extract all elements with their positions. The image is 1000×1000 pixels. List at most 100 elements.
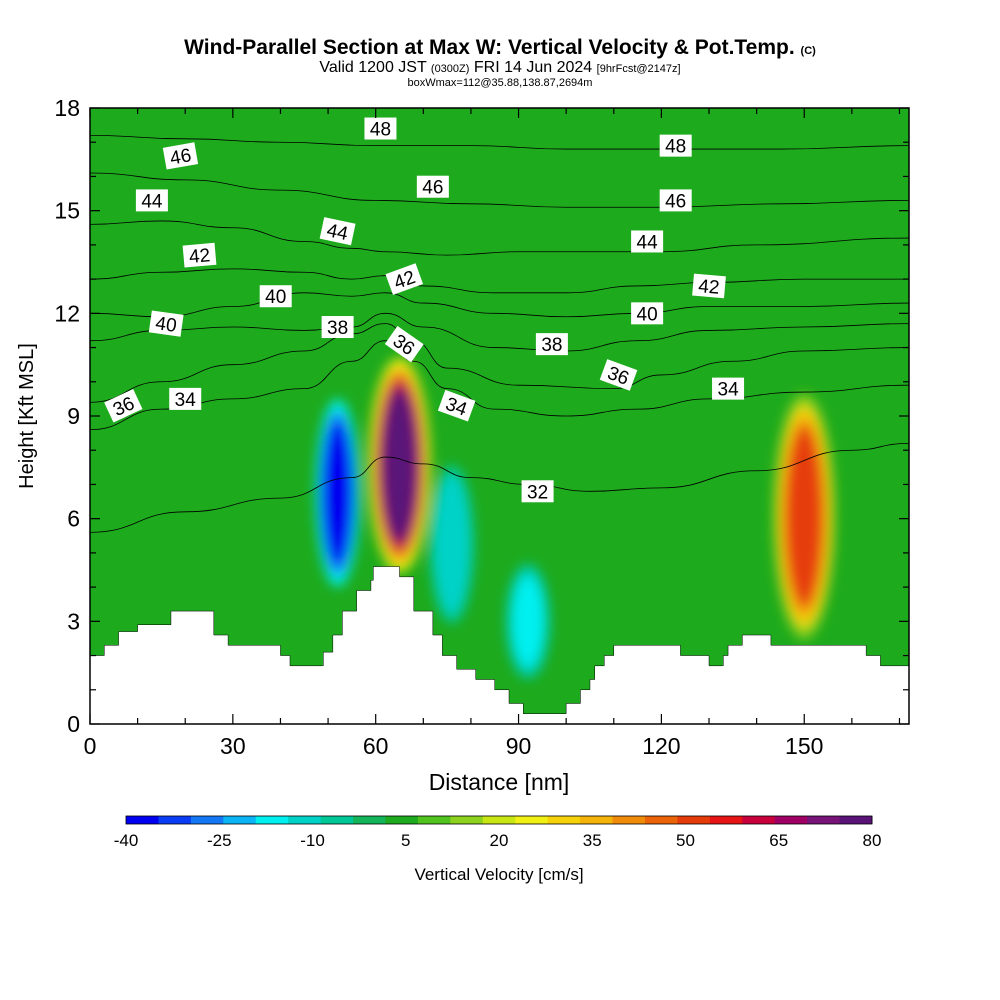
contour-label-text: 46 (665, 191, 686, 212)
x-tick-label: 90 (506, 733, 532, 759)
contour-label-box (319, 217, 356, 246)
colorbar-tick-label: -40 (114, 831, 139, 850)
valid-date: FRI 14 Jun 2024 (473, 59, 593, 76)
theta-contour-40 (90, 292, 909, 318)
contour-label-box (631, 302, 664, 325)
colorbar-swatch (450, 816, 484, 824)
contour-label-46: 46 (659, 189, 692, 212)
terrain-mask (90, 566, 909, 724)
colorbar-swatch (353, 816, 386, 824)
chart-title: Wind-Parallel Section at Max W: Vertical… (0, 36, 1000, 60)
colorbar-swatch (774, 816, 808, 824)
colorbar: -40 -25 -10 5 20 35 50 65 80 (114, 815, 882, 850)
contour-label-text: 40 (154, 313, 178, 337)
colorbar-swatch (482, 816, 516, 824)
colorbar-swatch (547, 816, 581, 824)
x-tick-label: 0 (84, 733, 97, 759)
contour-label-box (259, 285, 292, 308)
contour-label-38: 38 (535, 333, 568, 356)
contour-label-42: 42 (182, 242, 217, 268)
contour-label-box (416, 175, 449, 198)
contour-label-text: 38 (327, 318, 348, 339)
colorbar-tick-label: -10 (300, 831, 325, 850)
y-tick-label: 18 (54, 95, 80, 121)
contour-label-text: 48 (370, 120, 391, 141)
colorbar-swatch (807, 816, 841, 824)
colorbar-swatch (288, 816, 322, 824)
colorbar-swatch (223, 816, 257, 824)
y-tick-label: 9 (67, 403, 80, 429)
colorbar-swatch (385, 816, 419, 824)
forecast-info: [9hrFcst@2147z] (596, 63, 681, 75)
contour-label-48: 48 (364, 117, 397, 141)
contour-label-40: 40 (259, 285, 292, 308)
theta-contour-42 (90, 268, 909, 294)
colorbar-swatch (612, 816, 646, 824)
contour-label-text: 40 (265, 287, 286, 308)
contour-label-box (364, 117, 397, 140)
contour-label-44: 44 (631, 230, 664, 253)
contour-label-text: 44 (637, 232, 659, 253)
contour-label-34: 34 (712, 377, 745, 401)
theta-contour-38 (90, 312, 909, 352)
contour-label-box (631, 230, 664, 253)
colorbar-swatch (417, 816, 451, 824)
colorbar-tick-label: 65 (769, 831, 788, 850)
contour-label-box (148, 310, 184, 337)
colorbar-swatch (158, 816, 192, 824)
valid-time-line: Valid 1200 JST (0300Z) FRI 14 Jun 2024 [… (0, 60, 1000, 77)
contour-label-38: 38 (321, 316, 354, 339)
colorbar-tick-label: 5 (401, 831, 410, 850)
colorbar-tick-label: 35 (583, 831, 602, 850)
contour-label-40: 40 (148, 310, 184, 337)
contour-label-32: 32 (521, 480, 554, 503)
colorbar-frame (125, 815, 873, 825)
colorbar-tick-label: -25 (207, 831, 232, 850)
contour-label-text: 34 (175, 390, 197, 411)
contour-label-text: 40 (637, 304, 658, 325)
contour-label-box (659, 189, 692, 212)
contour-label-box (321, 316, 354, 339)
downdraft-cell-0-level-2 (322, 420, 353, 566)
contour-label-text: 42 (188, 245, 211, 268)
x-axis-label: Distance [nm] (429, 769, 570, 795)
x-tick-label: 150 (785, 733, 823, 759)
contour-label-44: 44 (135, 189, 168, 212)
theta-contour-32 (90, 442, 909, 533)
contour-label-text: 46 (422, 178, 443, 199)
contour-label-box (104, 389, 143, 423)
contour-label-box (135, 189, 168, 212)
contour-label-box (384, 325, 424, 363)
contour-label-text: 44 (325, 220, 350, 245)
y-tick-label: 6 (67, 506, 80, 532)
colorbar-swatch (742, 816, 776, 824)
contour-label-34: 34 (169, 387, 202, 411)
x-tick-label: 120 (642, 733, 680, 759)
downdraft-cell-1-level-2 (513, 576, 543, 666)
copyright-mark: (C) (800, 45, 816, 57)
contour-label-box (692, 273, 726, 299)
axes: 0 30 60 90 120 150 0 3 6 9 12 15 18 (54, 95, 909, 759)
title-block: Wind-Parallel Section at Max W: Vertical… (0, 36, 1000, 89)
contour-label-box (659, 134, 692, 157)
contour-label-box (535, 333, 568, 356)
colorbar-swatch (126, 816, 159, 824)
contour-label-40: 40 (631, 302, 664, 325)
colorbar-tick-label: 80 (863, 831, 882, 850)
theta-contour-36 (90, 323, 909, 403)
updraft-cell-1-level-3 (785, 427, 823, 606)
colorbar-swatch (515, 816, 549, 824)
theta-contour-48 (90, 134, 909, 150)
theta-contour-44 (90, 220, 909, 256)
updraft-cell-0-level-3 (381, 387, 418, 544)
valid-prefix: Valid 1200 JST (319, 59, 427, 76)
y-tick-label: 0 (67, 711, 80, 737)
contour-label-text: 44 (141, 191, 163, 212)
contour-label-text: 46 (168, 145, 192, 169)
contour-label-box (182, 242, 217, 268)
contour-label-46: 46 (416, 175, 449, 199)
contour-label-46: 46 (162, 142, 199, 170)
contour-label-box (599, 359, 638, 391)
downdraft-cell-2-level-2 (437, 483, 467, 606)
